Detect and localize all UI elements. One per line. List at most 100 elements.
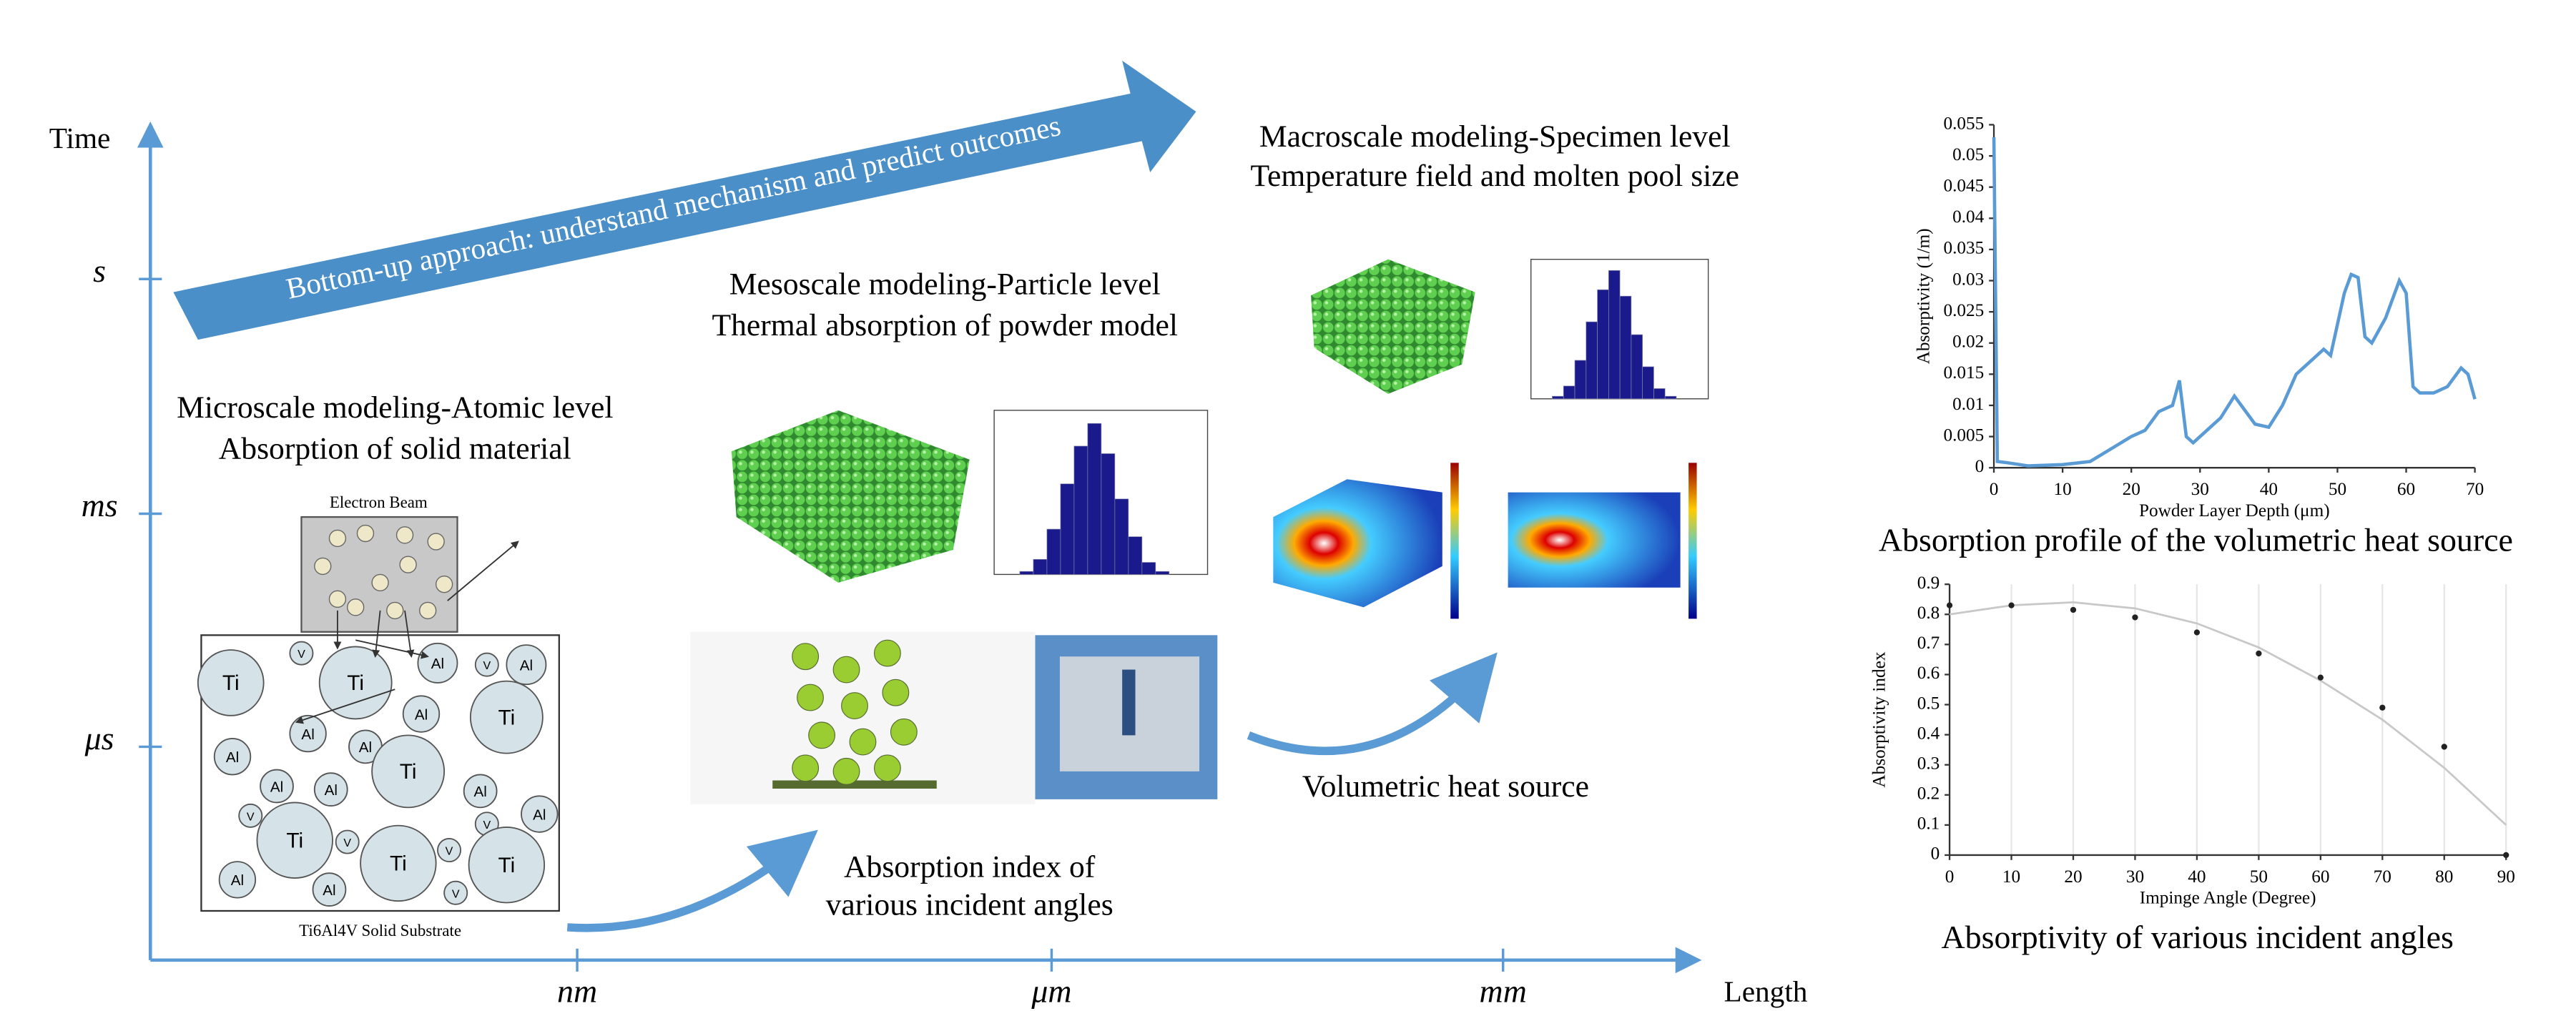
hist-bar bbox=[1156, 571, 1169, 574]
y-tick-label: 0.035 bbox=[1943, 238, 1984, 258]
x-tick-label: 90 bbox=[2497, 867, 2515, 887]
x-tick-label: 0 bbox=[1990, 479, 1999, 499]
atom-label: V bbox=[483, 819, 491, 832]
x-tick-label: 70 bbox=[2466, 479, 2484, 499]
atom-label: Ti bbox=[286, 829, 303, 852]
electron bbox=[357, 526, 373, 542]
atom-label: Ti bbox=[400, 760, 417, 784]
y-tick-label: 0.015 bbox=[1943, 363, 1984, 383]
y-tick-label: 0.055 bbox=[1943, 113, 1984, 133]
atom-label: V bbox=[446, 845, 453, 858]
hist-bar bbox=[1586, 322, 1598, 399]
section-title: Mesoscale modeling-Particle level bbox=[729, 267, 1161, 302]
section-title: Macroscale modeling-Specimen level bbox=[1259, 119, 1731, 154]
sim-beam bbox=[1122, 670, 1135, 736]
y-tick-label: 0.03 bbox=[1952, 269, 1984, 289]
atom-label: Al bbox=[323, 882, 335, 899]
y-tick-label: 0.04 bbox=[1952, 207, 1985, 227]
section-title: Temperature field and molten pool size bbox=[1250, 159, 1739, 193]
hist-bar bbox=[1563, 386, 1575, 399]
particle bbox=[792, 643, 819, 670]
diagram: Time Length Bottom-up approach: understa… bbox=[0, 0, 2576, 1011]
color-bar bbox=[1450, 463, 1458, 618]
atom-label: Al bbox=[359, 739, 372, 756]
particle bbox=[883, 679, 909, 706]
data-point bbox=[2070, 607, 2076, 613]
particle bbox=[875, 755, 901, 781]
atom-label: Al bbox=[226, 749, 239, 766]
atom-label: Al bbox=[431, 656, 444, 672]
chart-caption: Absorption profile of the volumetric hea… bbox=[1879, 521, 2513, 558]
particle bbox=[792, 755, 819, 781]
x-tick-label: 50 bbox=[2250, 867, 2268, 887]
y-tick-label: 0.7 bbox=[1917, 633, 1940, 653]
hist-bar bbox=[1552, 396, 1563, 399]
y-tick-label: 0.005 bbox=[1943, 425, 1984, 445]
atom-label: Al bbox=[415, 706, 428, 723]
x-tick-label: μm bbox=[1031, 973, 1071, 1010]
electron bbox=[372, 574, 388, 591]
atom-label: Al bbox=[301, 726, 314, 743]
section-title: Microscale modeling-Atomic level bbox=[177, 390, 613, 425]
electron bbox=[387, 602, 403, 618]
hist-bar bbox=[1088, 423, 1101, 574]
electron bbox=[348, 599, 364, 616]
hist-bar bbox=[1643, 367, 1654, 399]
y-tick-label: μs bbox=[84, 720, 114, 756]
y-tick-label: 0.02 bbox=[1952, 332, 1984, 352]
y-tick-label: 0.9 bbox=[1917, 573, 1940, 593]
section-title: Thermal absorption of powder model bbox=[712, 308, 1178, 342]
hist-bar bbox=[1631, 335, 1643, 399]
electron bbox=[428, 533, 444, 550]
data-point bbox=[2008, 603, 2014, 608]
x-tick-label: nm bbox=[557, 973, 597, 1010]
atom-label: Al bbox=[520, 657, 533, 674]
y-tick-label: 0.8 bbox=[1917, 603, 1940, 623]
atom-label: Ti bbox=[498, 854, 515, 877]
y-tick-label: 0.01 bbox=[1952, 394, 1984, 414]
x-tick-label: 40 bbox=[2260, 479, 2278, 499]
particle bbox=[891, 719, 918, 745]
section-title: Absorption of solid material bbox=[219, 431, 571, 465]
atom-label: Ti bbox=[222, 671, 240, 695]
x-tick-label: 50 bbox=[2329, 479, 2346, 499]
color-bar bbox=[1688, 463, 1696, 618]
data-point bbox=[2318, 675, 2324, 681]
atom-label: Al bbox=[533, 807, 546, 823]
x-tick-label: 10 bbox=[2054, 479, 2072, 499]
page: {"axes":{"y_label":"Time","y_ticks":["s"… bbox=[0, 0, 2576, 1011]
hist-bar bbox=[1074, 446, 1088, 575]
y-tick-label: 0.3 bbox=[1917, 753, 1940, 773]
y-tick-label: 0.4 bbox=[1917, 723, 1940, 743]
electron bbox=[397, 527, 413, 543]
x-tick-label: 0 bbox=[1945, 867, 1955, 887]
hist-bar bbox=[1129, 537, 1142, 575]
atom-label: Al bbox=[473, 784, 486, 800]
electron bbox=[315, 558, 331, 574]
hist-bar bbox=[1608, 270, 1620, 399]
x-tick-label: 20 bbox=[2123, 479, 2140, 499]
particle bbox=[850, 729, 876, 755]
axis-label: Time bbox=[49, 122, 111, 154]
y-tick-label: 0 bbox=[1975, 456, 1985, 476]
atom-label: V bbox=[343, 837, 351, 849]
data-point bbox=[2132, 614, 2138, 620]
x-tick-label: 60 bbox=[2397, 479, 2415, 499]
axis-label: Length bbox=[1724, 975, 1807, 1008]
y-axis-label: Absorptivity index bbox=[1869, 651, 1889, 787]
data-point bbox=[2379, 705, 2385, 711]
particle bbox=[875, 640, 901, 666]
atom-label: V bbox=[483, 659, 491, 672]
electron bbox=[329, 530, 345, 546]
x-tick-label: 10 bbox=[2002, 867, 2020, 887]
hist-bar bbox=[1142, 563, 1156, 575]
chart-caption: Absorptivity of various incident angles bbox=[1942, 919, 2454, 955]
section-caption: Absorption index of bbox=[844, 850, 1096, 884]
data-point bbox=[2503, 852, 2509, 858]
x-tick-label: 60 bbox=[2311, 867, 2329, 887]
x-axis-label: Powder Layer Depth (μm) bbox=[2139, 500, 2330, 521]
atom-label: V bbox=[298, 648, 305, 661]
x-tick-label: 40 bbox=[2188, 867, 2206, 887]
y-tick-label: ms bbox=[82, 487, 118, 523]
electron bbox=[400, 556, 416, 573]
